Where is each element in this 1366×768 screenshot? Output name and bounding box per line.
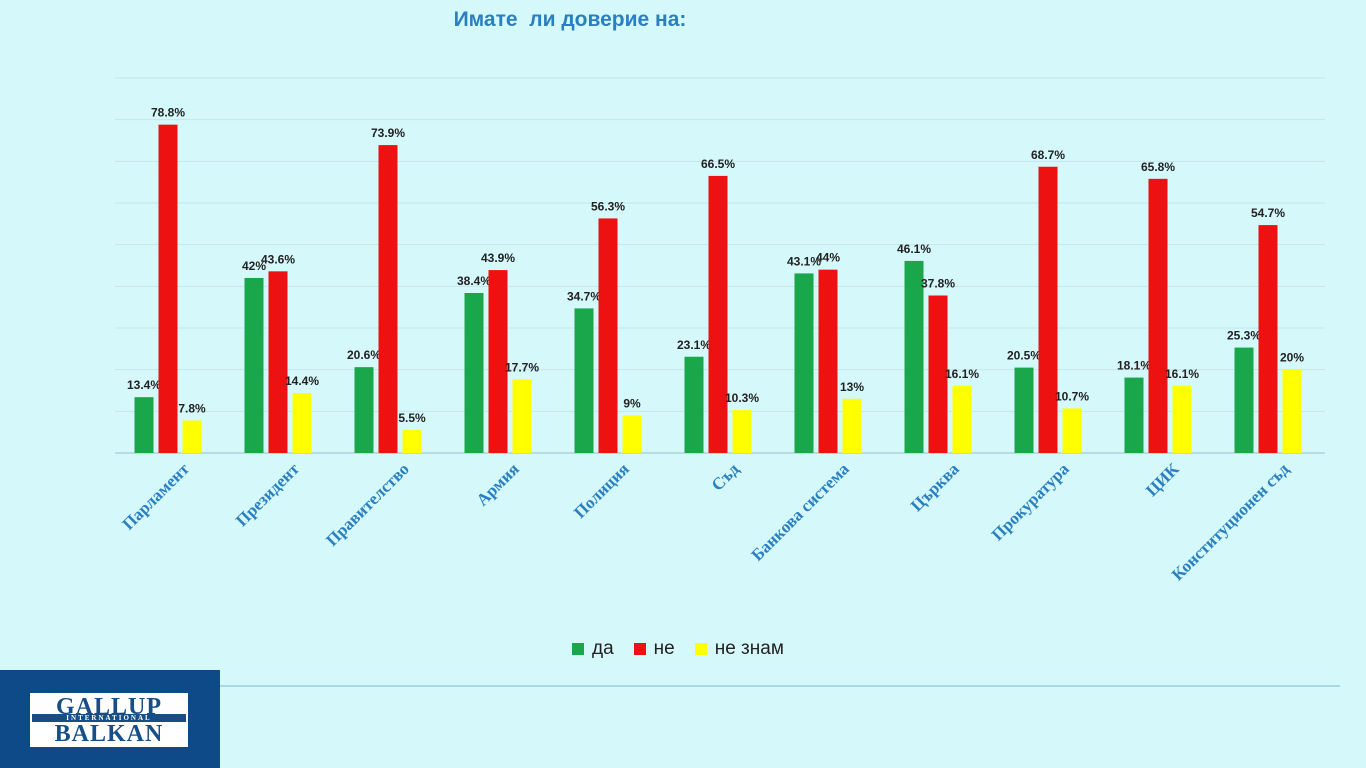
- bar: [488, 270, 508, 453]
- category-label: Прокуратура: [988, 459, 1073, 544]
- data-label: 42%: [242, 259, 266, 273]
- bar: [1014, 367, 1034, 453]
- data-label: 37.8%: [921, 277, 955, 291]
- bar: [952, 385, 972, 453]
- bar: [842, 398, 862, 453]
- bar: [732, 410, 752, 453]
- gallup-logo: GALLUP INTERNATIONAL BALKAN: [0, 670, 220, 768]
- bar: [928, 295, 948, 453]
- data-label: 10.3%: [725, 391, 759, 405]
- data-label: 14.4%: [285, 374, 319, 388]
- bar: [134, 397, 154, 453]
- data-label: 16.1%: [945, 367, 979, 381]
- data-label: 5.5%: [398, 411, 426, 425]
- data-label: 54.7%: [1251, 206, 1285, 220]
- data-label: 25.3%: [1227, 329, 1261, 343]
- bar: [684, 356, 704, 453]
- category-label: ЦИК: [1142, 459, 1183, 500]
- data-label: 43.1%: [787, 254, 821, 268]
- legend-label: не знам: [714, 638, 784, 659]
- legend-item-yes: да: [572, 638, 614, 660]
- data-label: 65.8%: [1141, 160, 1175, 174]
- bar: [1062, 408, 1082, 453]
- bar: [1258, 225, 1278, 453]
- bar: [1172, 385, 1192, 453]
- category-label: Банкова система: [748, 459, 854, 565]
- bar: [158, 124, 178, 454]
- bar: [598, 218, 618, 453]
- legend-label: да: [592, 638, 614, 659]
- data-label: 17.7%: [505, 360, 539, 374]
- bar: [182, 420, 202, 453]
- category-label: Полиция: [570, 459, 633, 522]
- legend-item-dont-know: не знам: [694, 638, 784, 660]
- bar: [268, 271, 288, 453]
- data-label: 23.1%: [677, 338, 711, 352]
- bar: [378, 145, 398, 454]
- bar: [244, 278, 264, 453]
- legend-label: не: [653, 638, 675, 659]
- data-label: 13.4%: [127, 378, 161, 392]
- data-label: 73.9%: [371, 126, 405, 140]
- bar: [354, 367, 374, 453]
- data-label: 38.4%: [457, 274, 491, 288]
- data-label: 20.5%: [1007, 349, 1041, 363]
- data-label: 10.7%: [1055, 389, 1089, 403]
- data-label: 9%: [623, 397, 641, 411]
- data-label: 13%: [840, 380, 864, 394]
- category-label: Правителство: [322, 459, 413, 550]
- data-label: 7.8%: [178, 402, 206, 416]
- bar: [402, 430, 422, 453]
- data-label: 20.6%: [347, 348, 381, 362]
- bar: [904, 260, 924, 453]
- bar: [1038, 166, 1058, 453]
- category-label: Църква: [907, 459, 963, 515]
- bar: [1148, 178, 1168, 454]
- legend-swatch: [572, 643, 584, 655]
- bar: [1124, 377, 1144, 453]
- bar: [292, 393, 312, 453]
- logo-line3: BALKAN: [54, 721, 164, 747]
- category-label: Конституционен съд: [1168, 459, 1293, 584]
- data-label: 56.3%: [591, 199, 625, 213]
- bar: [512, 379, 532, 453]
- data-label: 46.1%: [897, 242, 931, 256]
- data-label: 20%: [1280, 351, 1304, 365]
- legend-swatch: [694, 643, 707, 655]
- legend: да не не знам: [572, 638, 784, 660]
- bar: [464, 293, 484, 453]
- legend-swatch: [633, 643, 646, 655]
- bar: [1282, 369, 1302, 453]
- data-label: 44%: [816, 251, 840, 265]
- bar: [1234, 347, 1254, 453]
- category-label: Парламент: [119, 459, 194, 534]
- data-label: 34.7%: [567, 289, 601, 303]
- data-label: 66.5%: [701, 157, 735, 171]
- category-label: Президент: [232, 459, 303, 530]
- bar: [794, 273, 814, 453]
- chart-title: Имате ли доверие на:: [453, 8, 687, 31]
- logo-line2: INTERNATIONAL: [32, 714, 186, 722]
- bar: [818, 269, 838, 453]
- data-label: 43.9%: [481, 251, 515, 265]
- bar: [574, 308, 594, 453]
- data-label: 18.1%: [1117, 359, 1151, 373]
- bar: [622, 415, 642, 453]
- category-label: Армия: [473, 459, 523, 509]
- bar: [708, 175, 728, 453]
- data-label: 16.1%: [1165, 367, 1199, 381]
- category-label: Съд: [708, 459, 743, 494]
- bar-chart: 13.4% 78.8% 7.8% Парламент 42%43.6% 14.4% През…: [115, 77, 1325, 584]
- data-label: 43.6%: [261, 252, 295, 266]
- legend-item-no: не: [633, 638, 675, 660]
- data-label: 78.8%: [151, 106, 185, 120]
- data-label: 68.7%: [1031, 148, 1065, 162]
- divider: [220, 685, 1340, 687]
